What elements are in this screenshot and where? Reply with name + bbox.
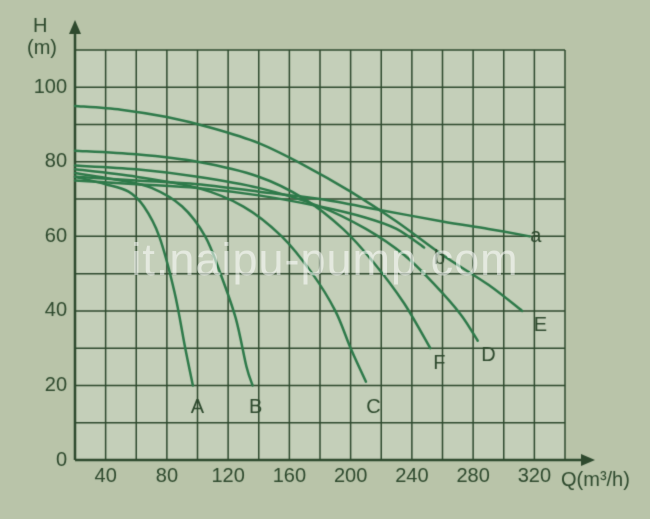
pump-curve-chart	[0, 0, 650, 519]
